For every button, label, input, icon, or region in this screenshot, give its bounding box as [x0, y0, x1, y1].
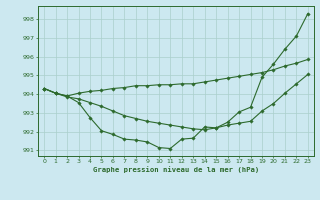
X-axis label: Graphe pression niveau de la mer (hPa): Graphe pression niveau de la mer (hPa) — [93, 167, 259, 173]
